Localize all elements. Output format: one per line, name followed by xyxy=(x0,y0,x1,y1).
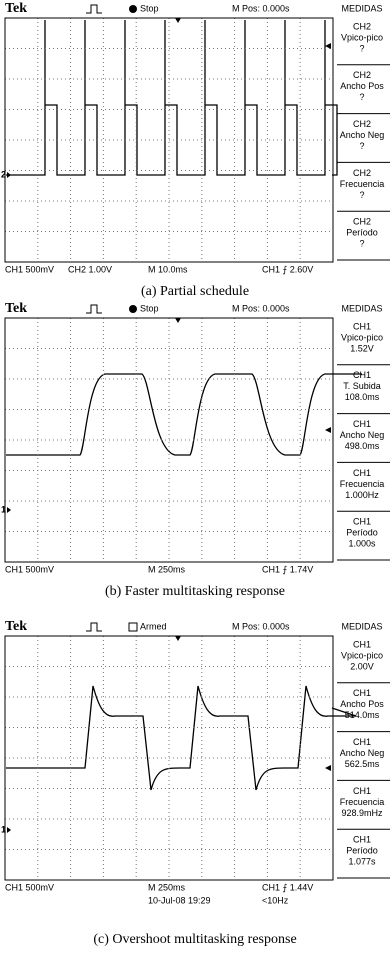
measure-value: ? xyxy=(359,92,364,102)
measure-name: Frecuencia xyxy=(340,179,385,189)
caption: (b) Faster multitasking response xyxy=(105,584,285,599)
measure-channel: CH1 xyxy=(353,639,371,649)
waveform xyxy=(6,686,356,790)
arrow xyxy=(325,765,331,771)
measure-value: 2.00V xyxy=(350,661,374,671)
trigger-icon xyxy=(86,623,102,631)
trigger-marker xyxy=(175,636,181,641)
measure-name: Ancho Pos xyxy=(340,699,384,709)
channel-marker: 1 xyxy=(1,824,6,834)
measure-name: Ancho Neg xyxy=(340,430,385,440)
brand: Tek xyxy=(5,1,27,16)
footer-text: M 250ms xyxy=(148,564,186,574)
trigger-icon xyxy=(86,305,102,313)
figure: TekStopM Pos: 0.000sMEDIDAS2CH2Vpico-pic… xyxy=(0,0,390,958)
measure-value: ? xyxy=(359,190,364,200)
caption: (c) Overshoot multitasking response xyxy=(93,932,296,947)
measure-value: 514.0ms xyxy=(345,710,380,720)
channel-arrow xyxy=(7,507,11,513)
measure-channel: CH1 xyxy=(353,517,371,527)
footer-text: CH1 ⨍ 1.74V xyxy=(262,564,313,574)
measure-channel: CH1 xyxy=(353,321,371,331)
measure-value: ? xyxy=(359,43,364,53)
trigger-marker xyxy=(175,318,181,323)
menu-title: MEDIDAS xyxy=(341,303,382,313)
measure-name: Vpico-pico xyxy=(341,32,383,42)
measure-channel: CH1 xyxy=(353,419,371,429)
trigger-marker xyxy=(175,18,181,23)
measure-value: 1.077s xyxy=(348,857,376,867)
measure-value: ? xyxy=(359,141,364,151)
measure-value: 108.0ms xyxy=(345,392,380,402)
channel-arrow xyxy=(7,827,11,833)
measure-value: 1.000Hz xyxy=(345,490,379,500)
measure-value: 1.52V xyxy=(350,343,374,353)
measure-channel: CH1 xyxy=(353,737,371,747)
measure-channel: CH2 xyxy=(353,70,371,80)
footer-text: CH1 ⨍ 2.60V xyxy=(262,264,313,274)
channel-marker: 1 xyxy=(1,504,6,514)
status-icon xyxy=(129,5,137,13)
status: Stop xyxy=(140,3,159,13)
footer-text: M 250ms xyxy=(148,882,186,892)
footer-text: CH1 500mV xyxy=(5,564,54,574)
measure-value: 498.0ms xyxy=(345,441,380,451)
channel-marker: 2 xyxy=(1,169,6,179)
measure-name: T. Subida xyxy=(343,381,381,391)
measure-channel: CH2 xyxy=(353,119,371,129)
footer-text: CH1 500mV xyxy=(5,264,54,274)
footer-text: <10Hz xyxy=(262,895,289,905)
position: M Pos: 0.000s xyxy=(232,3,290,13)
position: M Pos: 0.000s xyxy=(232,303,290,313)
footer-text: 10-Jul-08 19:29 xyxy=(148,895,211,905)
status: Armed xyxy=(140,621,167,631)
waveform xyxy=(6,374,362,455)
footer-text: CH2 1.00V xyxy=(68,264,112,274)
status-icon xyxy=(129,305,137,313)
measure-name: Período xyxy=(346,228,378,238)
measure-channel: CH1 xyxy=(353,688,371,698)
measure-channel: CH2 xyxy=(353,168,371,178)
measure-channel: CH2 xyxy=(353,217,371,227)
measure-name: Vpico-pico xyxy=(341,332,383,342)
measure-value: ? xyxy=(359,239,364,249)
arrow xyxy=(325,427,331,433)
brand: Tek xyxy=(5,619,27,634)
measure-name: Ancho Neg xyxy=(340,130,385,140)
footer-text: M 10.0ms xyxy=(148,264,188,274)
menu-title: MEDIDAS xyxy=(341,621,382,631)
measure-name: Período xyxy=(346,846,378,856)
measure-channel: CH1 xyxy=(353,468,371,478)
measure-name: Período xyxy=(346,528,378,538)
status-icon xyxy=(129,623,137,631)
channel-arrow xyxy=(7,172,11,178)
measure-channel: CH1 xyxy=(353,835,371,845)
footer-text: CH1 500mV xyxy=(5,882,54,892)
caption: (a) Partial schedule xyxy=(141,284,249,299)
measure-name: Vpico-pico xyxy=(341,650,383,660)
measure-name: Frecuencia xyxy=(340,797,385,807)
trigger-icon xyxy=(86,5,102,13)
measure-channel: CH1 xyxy=(353,370,371,380)
measure-name: Ancho Neg xyxy=(340,748,385,758)
measure-value: 928.9mHz xyxy=(341,808,383,818)
menu-title: MEDIDAS xyxy=(341,3,382,13)
waveform xyxy=(6,20,337,175)
measure-value: 562.5ms xyxy=(345,759,380,769)
brand: Tek xyxy=(5,301,27,316)
measure-value: 1.000s xyxy=(348,539,376,549)
measure-channel: CH1 xyxy=(353,786,371,796)
measure-name: Ancho Pos xyxy=(340,81,384,91)
measure-channel: CH2 xyxy=(353,21,371,31)
status: Stop xyxy=(140,303,159,313)
footer-text: CH1 ⨍ 1.44V xyxy=(262,882,313,892)
measure-name: Frecuencia xyxy=(340,479,385,489)
position: M Pos: 0.000s xyxy=(232,621,290,631)
